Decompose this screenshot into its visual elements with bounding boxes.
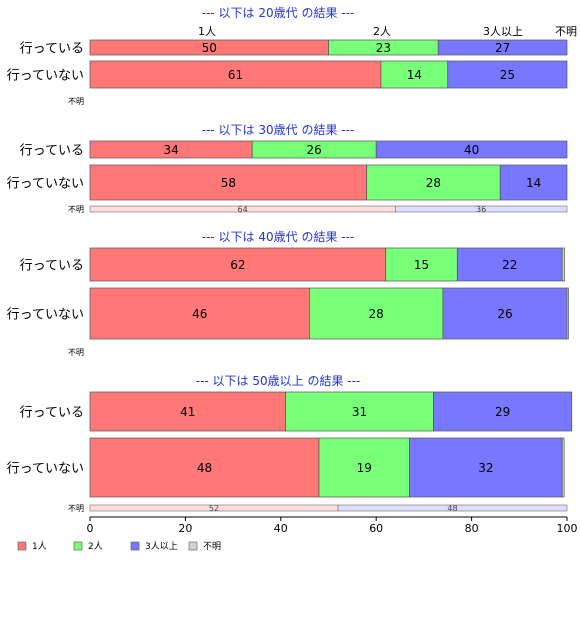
bar-segment <box>566 287 569 340</box>
data-label: 36 <box>476 205 486 214</box>
data-label: 50 <box>202 41 217 55</box>
row-label: 不明 <box>68 205 84 214</box>
data-label: 34 <box>163 143 178 157</box>
bar-segment <box>447 60 568 89</box>
data-label: 48 <box>447 504 457 513</box>
data-label: 48 <box>197 461 212 475</box>
column-header-3: 不明 <box>555 25 577 38</box>
column-header-2: 3人以上 <box>483 25 523 38</box>
group-title: --- 以下は 20歳代 の結果 --- <box>202 6 355 20</box>
bar-segment <box>337 504 568 512</box>
bar-segment <box>456 247 563 282</box>
legend-label: 3人以上 <box>145 541 178 552</box>
x-tick-label: 20 <box>178 522 192 535</box>
bar-segment <box>89 437 320 498</box>
data-label: 46 <box>192 307 207 321</box>
data-label: 23 <box>376 41 391 55</box>
x-tick-label: 40 <box>274 522 288 535</box>
data-label: 25 <box>500 68 515 82</box>
column-header-1: 2人 <box>373 25 391 38</box>
bar-segment <box>442 287 568 340</box>
column-header-0: 1人 <box>198 25 216 38</box>
bar-segment <box>375 140 568 159</box>
row-label: 行っている <box>20 259 84 274</box>
data-label: 61 <box>228 68 243 82</box>
bar-segment <box>89 164 368 201</box>
group-title: --- 以下は 50歳以上 の結果 --- <box>196 374 361 388</box>
bar-segment <box>437 39 568 56</box>
data-label: 31 <box>352 405 367 419</box>
group-title: --- 以下は 40歳代 の結果 --- <box>202 230 355 244</box>
data-label: 52 <box>209 504 219 513</box>
bar-segment <box>318 437 410 498</box>
data-label: 32 <box>478 461 493 475</box>
bar-segment <box>385 247 458 282</box>
row-label: 行っている <box>20 144 84 159</box>
bar-segment <box>499 164 568 201</box>
legend-swatch <box>130 541 140 551</box>
data-label: 14 <box>526 176 541 190</box>
row-label: 不明 <box>68 504 84 513</box>
legend-label: 不明 <box>203 541 221 552</box>
bar-segment <box>561 247 565 282</box>
bar-segment <box>285 391 434 432</box>
data-label: 62 <box>230 258 245 272</box>
legend-label: 2人 <box>88 541 103 552</box>
data-label: 22 <box>502 258 517 272</box>
row-label: 行っている <box>20 406 84 421</box>
data-label: 27 <box>495 41 510 55</box>
legend-label: 1人 <box>32 541 47 552</box>
row-label: 行っている <box>20 42 84 57</box>
bar-segment <box>380 60 449 89</box>
data-label: 64 <box>238 205 248 214</box>
bar-segment <box>409 437 563 498</box>
data-label: 40 <box>464 143 479 157</box>
x-tick-label: 0 <box>87 522 94 535</box>
bar-segment <box>433 391 573 432</box>
bar-segment <box>561 437 565 498</box>
data-label: 19 <box>357 461 372 475</box>
bar-segment <box>395 205 568 213</box>
data-label: 29 <box>495 405 510 419</box>
legend-swatch <box>73 541 83 551</box>
bar-segment <box>89 287 310 340</box>
x-tick-label: 100 <box>557 522 578 535</box>
data-label: 41 <box>180 405 195 419</box>
data-label: 26 <box>497 307 512 321</box>
group-title: --- 以下は 30歳代 の結果 --- <box>202 123 355 137</box>
row-label: 行っていない <box>7 308 84 323</box>
legend-swatch <box>17 541 27 551</box>
x-tick-label: 60 <box>369 522 383 535</box>
data-label: 28 <box>426 176 441 190</box>
bar-segment <box>89 247 387 282</box>
row-label: 不明 <box>68 97 84 106</box>
data-label: 58 <box>221 176 236 190</box>
data-label: 14 <box>407 68 422 82</box>
row-label: 行っていない <box>7 69 84 84</box>
row-label: 行っていない <box>7 462 84 477</box>
data-label: 26 <box>307 143 322 157</box>
data-label: 28 <box>369 307 384 321</box>
row-label: 行っていない <box>7 177 84 192</box>
legend-swatch <box>188 541 198 551</box>
data-label: 15 <box>414 258 429 272</box>
row-label: 不明 <box>68 348 84 357</box>
x-tick-label: 80 <box>465 522 479 535</box>
